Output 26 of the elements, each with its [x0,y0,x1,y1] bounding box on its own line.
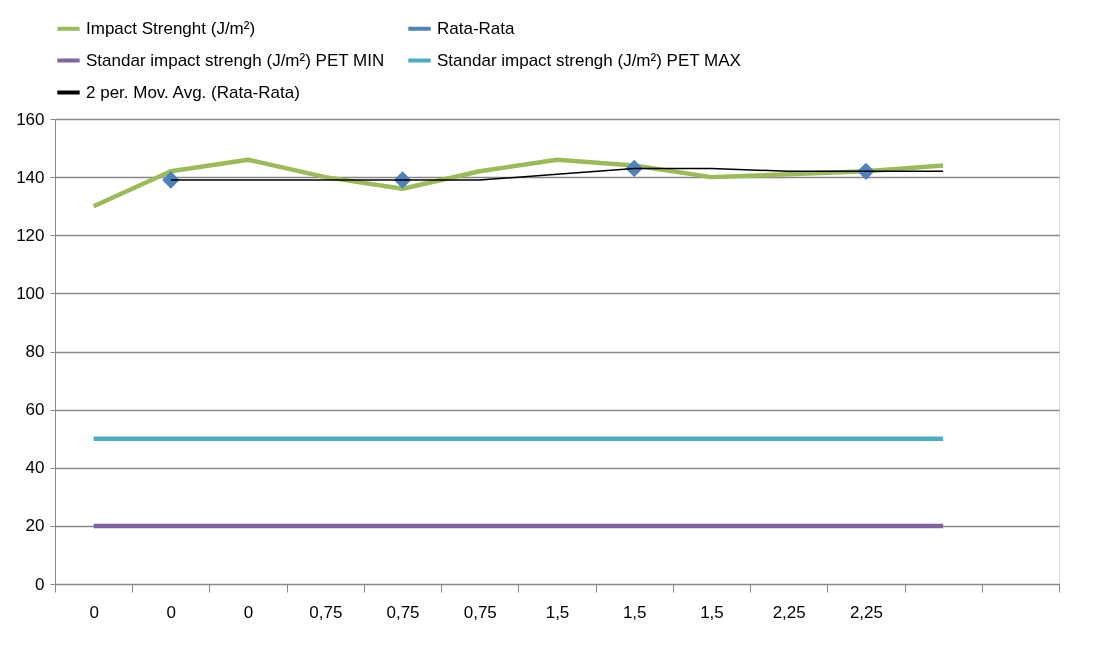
y-tick-label: 160 [16,109,45,129]
y-tick-label: 140 [16,167,45,187]
y-tick-label: 60 [25,400,45,420]
y-tick-label: 20 [25,516,45,536]
x-tick-label: 0 [166,602,177,622]
legend-label: Rata-Rata [437,18,516,38]
x-tick-label: 2,25 [772,602,806,622]
legend-label: 2 per. Mov. Avg. (Rata-Rata) [86,82,300,102]
line-series [91,157,946,209]
y-tick-label: 120 [16,225,45,245]
x-tick-label: 2,25 [849,602,883,622]
y-tick-label: 80 [25,342,45,361]
x-tick-label: 1,5 [545,602,570,622]
y-tick-label: 0 [35,574,45,594]
x-tick-label: 0 [89,602,99,622]
x-tick-label: 0,75 [463,602,497,622]
y-tick-label: 40 [25,458,45,478]
x-tick-label: 0,75 [386,602,420,622]
x-tick-label: 0 [243,602,254,622]
legend-label: Impact Strenght (J/m²) [86,18,256,38]
legend-label: Standar impact strengh (J/m²) PET MIN [86,50,385,70]
x-tick-label: 1,5 [622,602,647,622]
x-tick-label: 1,5 [700,602,724,622]
y-tick-label: 100 [16,283,45,303]
x-tick-label: 0,75 [309,602,343,622]
legend-label: Standar impact strengh (J/m²) PET MAX [437,50,741,70]
